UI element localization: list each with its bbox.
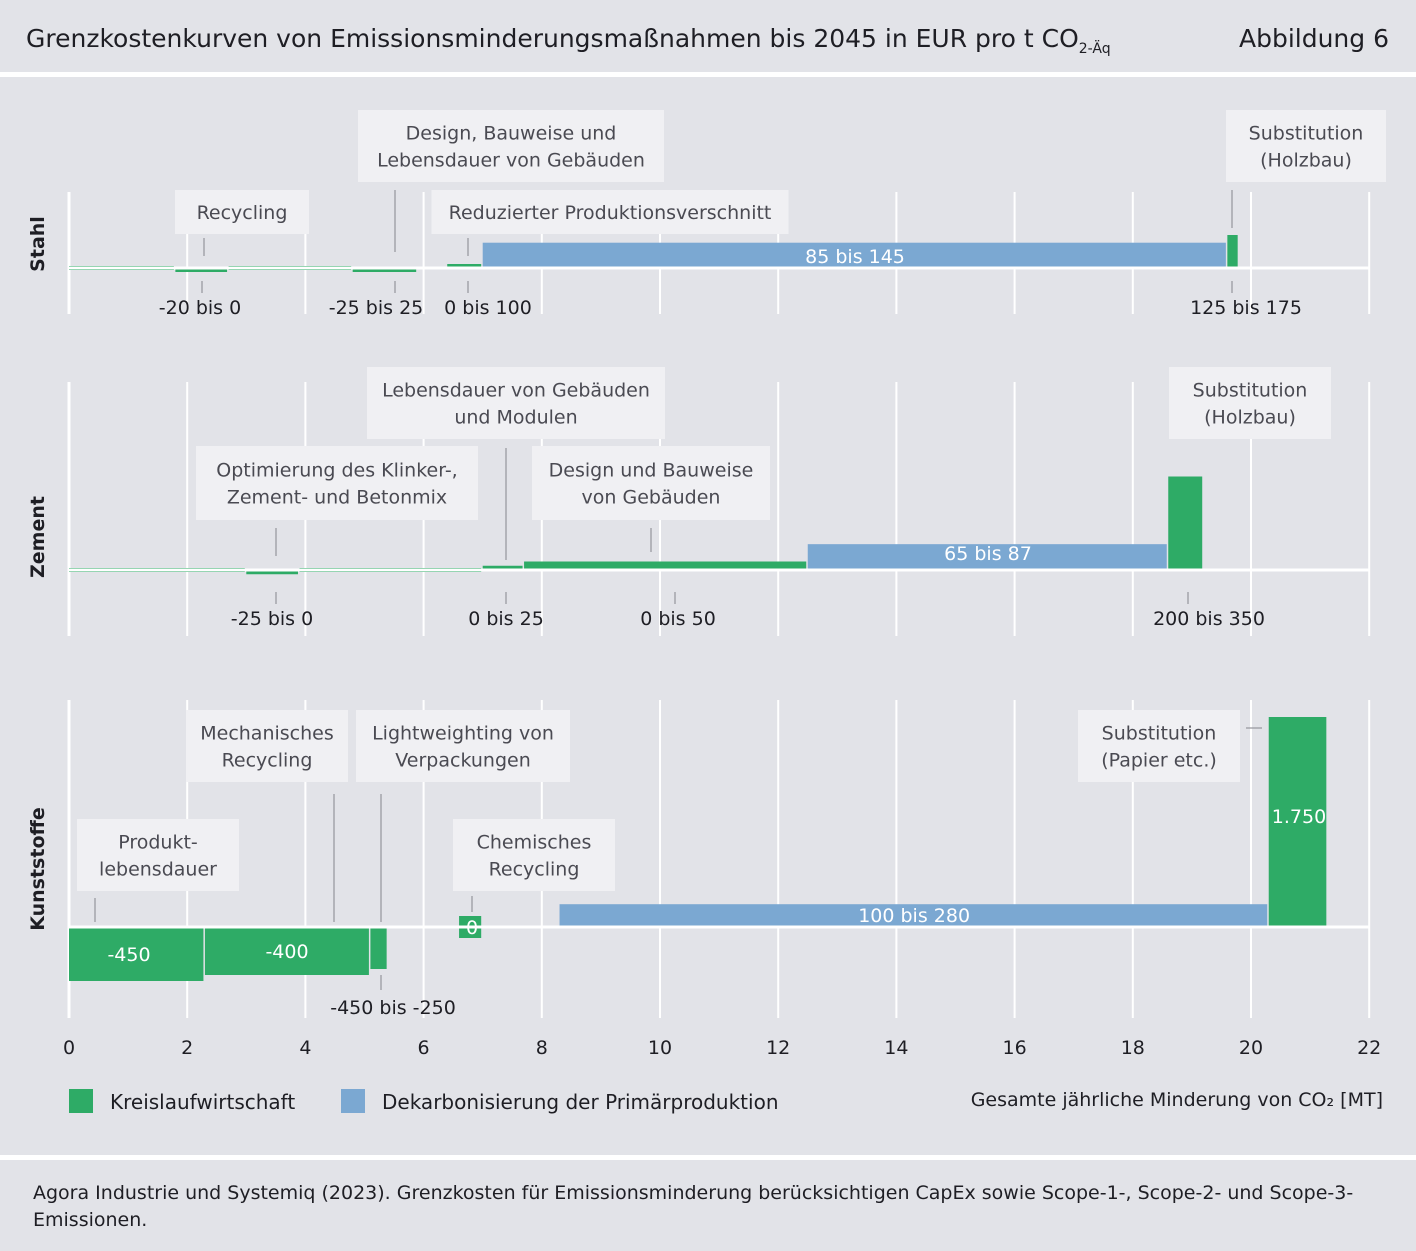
value-label: -450 bis -250	[330, 997, 456, 1019]
x-tick-label: 16	[1003, 1037, 1027, 1059]
annotation-produktlebensdauer-line-1: Produkt-	[118, 832, 198, 854]
annotation-klinker-line-1: Optimierung des Klinker-,	[216, 460, 457, 482]
x-tick-label: 22	[1357, 1037, 1381, 1059]
annotation-chemisches-recycling-line-1: Chemisches	[477, 832, 592, 854]
abatement-cost-chart: Stahl Zement Kunststoffe 85 bis 145 65 bis 8…	[27, 110, 1386, 1059]
annotation-substitution-papier-box	[1078, 710, 1240, 782]
bar-value-label: 85 bis 145	[805, 246, 905, 268]
bar-value-label: 1.750	[1272, 806, 1326, 828]
bar-zement-7	[1168, 476, 1203, 570]
x-tick-label: 20	[1239, 1037, 1263, 1059]
bar-zement-6	[807, 544, 1167, 570]
figure-label: Abbildung 6	[1238, 24, 1389, 53]
annotation-design-bauweise-box	[358, 110, 664, 182]
annotation-chemisches-recycling-box	[453, 819, 615, 891]
value-label: -25 bis 25	[329, 297, 424, 319]
annotation-design-bauweise-line-2: Lebensdauer von Gebäuden	[377, 150, 645, 172]
annotation-lightweighting-box	[356, 710, 570, 782]
value-label: 125 bis 175	[1190, 297, 1302, 319]
panel-name-zement: Zement	[27, 496, 49, 578]
panel-name-kunststoffe: Kunststoffe	[27, 807, 49, 931]
annotation-substitution-papier-line-2: (Papier etc.)	[1101, 750, 1217, 772]
chart-title: Grenzkostenkurven von Emissionsminderung…	[26, 24, 1111, 57]
annotation-produktionsverschnitt-box	[431, 190, 789, 234]
bar-value-label: 0	[466, 917, 478, 939]
annotation-produktlebensdauer-box	[77, 819, 239, 891]
annotation-substitution-holzbau-zement-box	[1169, 367, 1331, 439]
value-label: -20 bis 0	[159, 297, 241, 319]
bar-zement-2	[246, 570, 298, 575]
bar-stahl-7	[1227, 235, 1238, 268]
footer-divider	[0, 1155, 1416, 1160]
x-tick-label: 0	[63, 1037, 75, 1059]
bar-value-label: -400	[265, 941, 308, 963]
legend-swatch-kreislauf	[69, 1089, 93, 1113]
annotation-substitution-holzbau-line-2: (Holzbau)	[1260, 150, 1352, 172]
annotation-design-line-2: von Gebäuden	[582, 487, 721, 509]
bar-value-label: -450	[107, 944, 150, 966]
chart-title-subscript: 2-Äq	[1078, 41, 1111, 57]
annotation-substitution-holzbau-zement-line-1: Substitution	[1193, 380, 1308, 402]
annotation-klinker-line-2: Zement- und Betonmix	[227, 487, 447, 509]
x-tick-label: 8	[536, 1037, 548, 1059]
annotation-substitution-holzbau-line-1: Substitution	[1249, 123, 1364, 145]
bar-kunststoffe-6	[1268, 717, 1327, 927]
x-tick-label: 18	[1121, 1037, 1145, 1059]
bar-value-label: 100 bis 280	[858, 905, 970, 927]
bar-zement-4	[482, 565, 523, 570]
annotation-design-bauweise-line-1: Design, Bauweise und	[406, 123, 617, 145]
x-tick-label: 12	[766, 1037, 790, 1059]
annotation-lebensdauer-line-2: und Modulen	[454, 407, 577, 429]
x-tick-label: 6	[418, 1037, 430, 1059]
bar-stahl-2	[175, 268, 228, 272]
value-label: 200 bis 350	[1153, 608, 1265, 630]
annotation-design-line-1: Design und Bauweise	[549, 460, 754, 482]
annotation-recycling-box	[175, 190, 309, 234]
x-tick-label: 4	[299, 1037, 311, 1059]
annotation-mechanisches-recycling-box	[186, 710, 348, 782]
bar-value-label: 65 bis 87	[944, 543, 1032, 565]
bar-stahl-6	[482, 242, 1226, 268]
annotation-substitution-holzbau-zement-line-2: (Holzbau)	[1204, 407, 1296, 429]
bar-kunststoffe-2	[204, 927, 369, 975]
value-label: 0 bis 50	[640, 608, 716, 630]
bar-zement-5	[524, 561, 807, 570]
x-axis-label: Gesamte jährliche Minderung von CO₂ [MT]	[970, 1089, 1383, 1111]
legend-label-primaer: Dekarbonisierung der Primärproduktion	[382, 1090, 779, 1114]
chart-title-text: Grenzkostenkurven von Emissionsminderung…	[26, 24, 1079, 53]
annotation-lebensdauer-line-1: Lebensdauer von Gebäuden	[382, 380, 650, 402]
annotation-klinker-box	[196, 446, 478, 520]
annotation-design-box	[532, 446, 770, 520]
annotation-mechanisches-recycling-line-1: Mechanisches	[200, 723, 334, 745]
annotation-recycling-line-1: Recycling	[197, 202, 288, 224]
legend-label-kreislauf: Kreislaufwirtschaft	[110, 1090, 296, 1114]
x-tick-label: 10	[648, 1037, 672, 1059]
annotation-lightweighting-line-1: Lightweighting von	[372, 723, 554, 745]
annotation-lebensdauer-box	[367, 367, 665, 439]
bar-kunststoffe-1	[69, 927, 204, 981]
annotation-mechanisches-recycling-line-2: Recycling	[222, 750, 313, 772]
value-label: 0 bis 25	[468, 608, 544, 630]
source-note: Agora Industrie und Systemiq (2023). Gre…	[33, 1182, 1354, 1231]
value-label: -25 bis 0	[231, 608, 313, 630]
value-label: 0 bis 100	[444, 297, 532, 319]
x-tick-label: 14	[884, 1037, 908, 1059]
annotation-chemisches-recycling-line-2: Recycling	[489, 859, 580, 881]
bar-kunststoffe-5	[559, 904, 1268, 927]
annotation-produktionsverschnitt-line-1: Reduzierter Produktionsverschnitt	[449, 202, 772, 224]
legend-swatch-primaer	[341, 1089, 365, 1113]
header-divider	[0, 72, 1416, 77]
panel-name-stahl: Stahl	[27, 216, 49, 272]
bar-stahl-4	[352, 268, 417, 272]
bar-stahl-5	[447, 264, 482, 268]
annotation-lightweighting-line-2: Verpackungen	[395, 750, 530, 772]
header: Grenzkostenkurven von Emissionsminderung…	[0, 0, 1416, 72]
annotation-substitution-holzbau-box	[1226, 110, 1386, 182]
annotation-produktlebensdauer-line-2: lebensdauer	[99, 859, 217, 881]
bar-kunststoffe-3	[370, 927, 387, 969]
x-tick-label: 2	[181, 1037, 193, 1059]
annotation-substitution-papier-line-1: Substitution	[1102, 723, 1217, 745]
